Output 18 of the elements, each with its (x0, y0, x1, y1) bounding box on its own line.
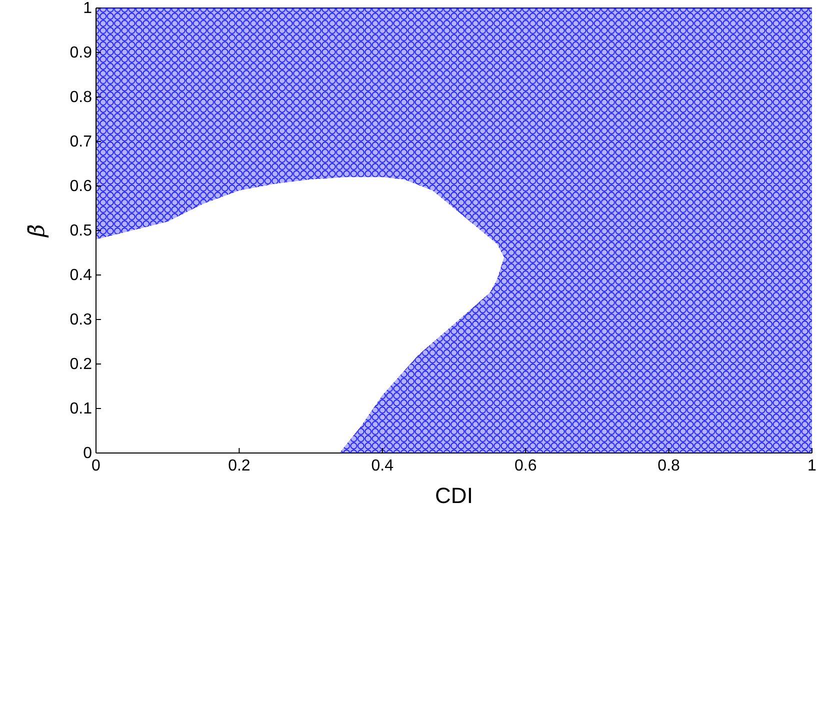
y-tick-label: 1 (83, 0, 92, 18)
y-tick-label: 0.6 (70, 178, 92, 196)
x-tick-label: 0.6 (514, 457, 537, 474)
y-axis-title: β̄ (25, 224, 50, 238)
x-axis-title: CDI (435, 483, 473, 508)
y-tick-label: 0.8 (70, 89, 92, 106)
x-tick-label: 0.4 (371, 457, 394, 474)
y-tick-label: 0.1 (70, 400, 92, 418)
x-tick-label: 0.2 (228, 457, 250, 474)
y-tick-label: 0.5 (70, 222, 92, 240)
y-tick-label: 0.7 (70, 134, 92, 151)
y-tick-label: 0.9 (70, 44, 92, 62)
y-tick-label: 0 (83, 445, 92, 462)
y-tick-label: 0.3 (70, 312, 92, 329)
x-tick-label: 0.8 (658, 457, 680, 474)
x-tick-label: 1 (808, 457, 817, 474)
y-tick-label: 0.4 (70, 267, 92, 284)
y-tick-label: 0.2 (70, 356, 92, 374)
